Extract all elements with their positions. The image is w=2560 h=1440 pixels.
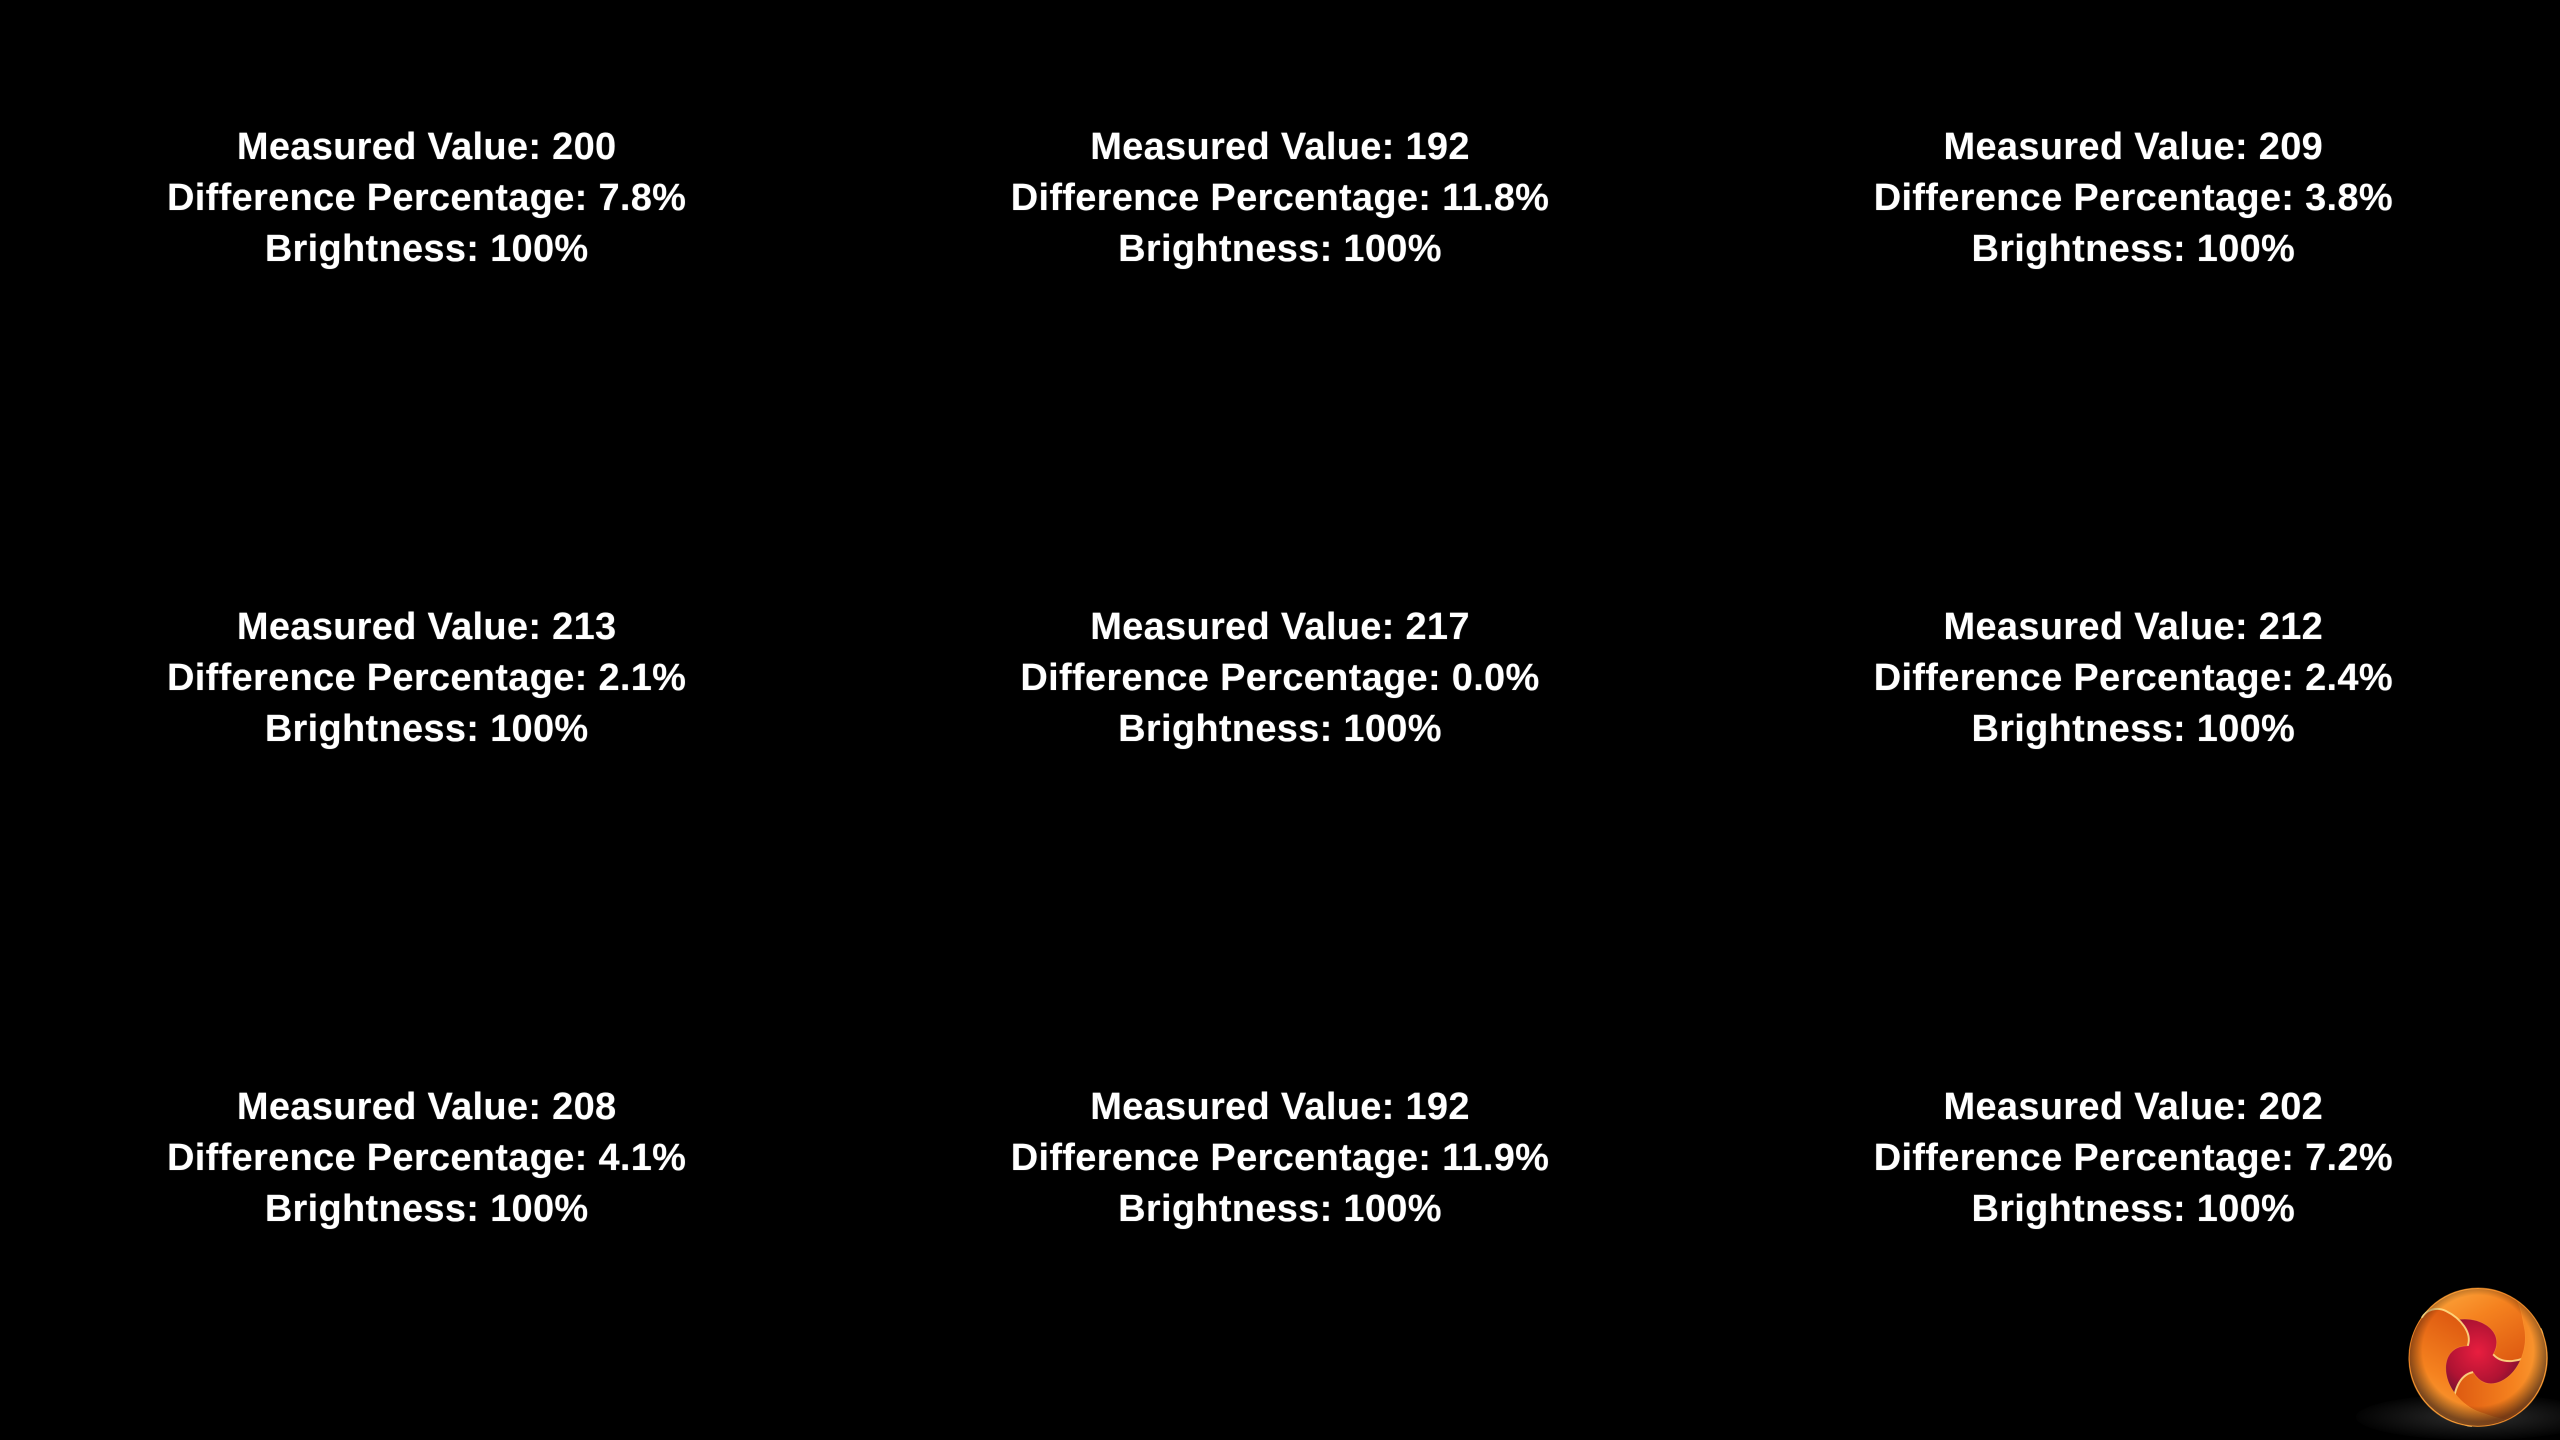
difference-percentage-text: Difference Percentage: 7.8% — [167, 177, 687, 219]
brightness-text: Brightness: 100% — [1118, 708, 1442, 750]
uniformity-cell-top-right: Measured Value: 209 Difference Percentag… — [1707, 0, 2560, 480]
brightness-text: Brightness: 100% — [264, 1188, 589, 1230]
uniformity-cell-top-left: Measured Value: 200 Difference Percentag… — [0, 0, 853, 480]
measured-value-text: Measured Value: 209 — [1943, 126, 2324, 168]
brightness-text: Brightness: 100% — [1118, 1188, 1442, 1230]
uniformity-cell-middle-center: Measured Value: 217 Difference Percentag… — [853, 480, 1706, 960]
measured-value-text: Measured Value: 213 — [236, 606, 617, 648]
brightness-text: Brightness: 100% — [1971, 228, 2296, 270]
difference-percentage-text: Difference Percentage: 11.8% — [1010, 177, 1550, 219]
uniformity-cell-bottom-right: Measured Value: 202 Difference Percentag… — [1707, 960, 2560, 1440]
difference-percentage-text: Difference Percentage: 2.4% — [1873, 657, 2393, 699]
measured-value-text: Measured Value: 202 — [1943, 1086, 2324, 1128]
uniformity-cell-bottom-center: Measured Value: 192 Difference Percentag… — [853, 960, 1706, 1440]
difference-percentage-text: Difference Percentage: 4.1% — [167, 1137, 687, 1179]
brightness-text: Brightness: 100% — [1971, 1188, 2296, 1230]
uniformity-cell-middle-right: Measured Value: 212 Difference Percentag… — [1707, 480, 2560, 960]
difference-percentage-text: Difference Percentage: 2.1% — [167, 657, 687, 699]
brightness-text: Brightness: 100% — [1118, 228, 1442, 270]
difference-percentage-text: Difference Percentage: 11.9% — [1010, 1137, 1550, 1179]
uniformity-cell-middle-left: Measured Value: 213 Difference Percentag… — [0, 480, 853, 960]
measured-value-text: Measured Value: 208 — [236, 1086, 617, 1128]
difference-percentage-text: Difference Percentage: 7.2% — [1873, 1137, 2393, 1179]
measured-value-text: Measured Value: 212 — [1943, 606, 2324, 648]
measured-value-text: Measured Value: 200 — [236, 126, 617, 168]
brightness-text: Brightness: 100% — [1971, 708, 2296, 750]
uniformity-cell-bottom-left: Measured Value: 208 Difference Percentag… — [0, 960, 853, 1440]
measured-value-text: Measured Value: 217 — [1090, 606, 1470, 648]
difference-percentage-text: Difference Percentage: 3.8% — [1873, 177, 2393, 219]
brightness-text: Brightness: 100% — [264, 708, 589, 750]
measured-value-text: Measured Value: 192 — [1090, 126, 1470, 168]
measured-value-text: Measured Value: 192 — [1090, 1086, 1470, 1128]
flame-swirl-logo-icon — [2402, 1286, 2554, 1438]
brightness-text: Brightness: 100% — [264, 228, 589, 270]
uniformity-cell-top-center: Measured Value: 192 Difference Percentag… — [853, 0, 1706, 480]
difference-percentage-text: Difference Percentage: 0.0% — [1020, 657, 1540, 699]
